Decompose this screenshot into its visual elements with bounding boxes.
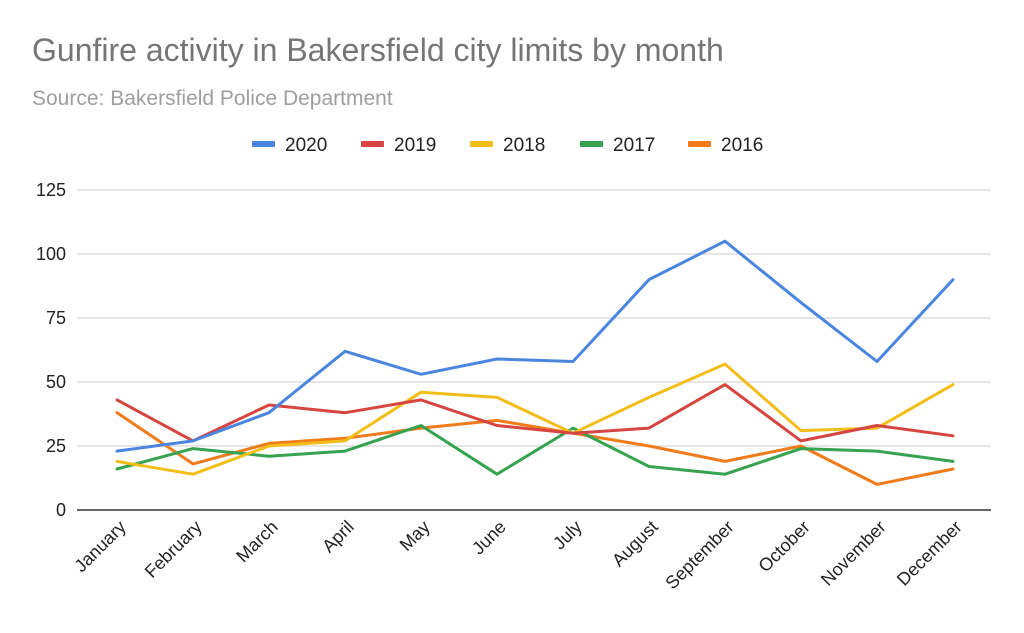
legend-label-2016: 2016	[721, 135, 763, 156]
legend-label-2020: 2020	[285, 135, 327, 156]
y-tick-label: 75	[46, 308, 66, 328]
y-axis: 0 25 50 75 100 125	[36, 180, 66, 520]
y-tick-label: 125	[36, 180, 66, 200]
x-tick-label: February	[141, 517, 206, 582]
legend-label-2019: 2019	[394, 135, 436, 156]
y-tick-label: 50	[46, 372, 66, 392]
legend-label-2017: 2017	[613, 135, 655, 156]
series-lines	[115, 239, 955, 486]
series-line-2019	[115, 383, 955, 443]
legend-swatch-2020	[252, 141, 275, 147]
x-tick-label: July	[549, 517, 586, 554]
gridlines	[77, 189, 991, 511]
series-line-2016	[115, 411, 955, 486]
x-tick-label: November	[817, 517, 890, 590]
chart-title: Gunfire activity in Bakersfield city lim…	[32, 32, 724, 68]
chart-subtitle: Source: Bakersfield Police Department	[32, 87, 393, 110]
legend-swatch-2019	[361, 141, 384, 147]
series-line-2018	[115, 362, 955, 476]
x-tick-label: April	[318, 517, 358, 557]
x-tick-label: January	[70, 517, 129, 576]
legend-swatch-2017	[580, 141, 603, 147]
x-tick-label: June	[468, 517, 510, 559]
x-tick-label: December	[893, 517, 966, 590]
x-tick-label: October	[754, 517, 813, 576]
x-axis: January February March April May June July Augu…	[70, 517, 965, 593]
legend-swatch-2016	[688, 141, 711, 147]
y-tick-label: 0	[56, 500, 66, 520]
x-tick-label: May	[396, 517, 434, 555]
series-line-2017	[115, 424, 955, 476]
x-tick-label: September	[661, 517, 737, 593]
y-tick-label: 100	[36, 244, 66, 264]
y-tick-label: 25	[46, 436, 66, 456]
x-tick-label: March	[232, 517, 282, 567]
legend-swatch-2018	[470, 141, 493, 147]
legend: 2020 2019 2018 2017 2016	[252, 135, 763, 156]
x-tick-label: August	[608, 517, 662, 571]
legend-label-2018: 2018	[503, 135, 545, 156]
series-line-2020	[115, 239, 955, 453]
